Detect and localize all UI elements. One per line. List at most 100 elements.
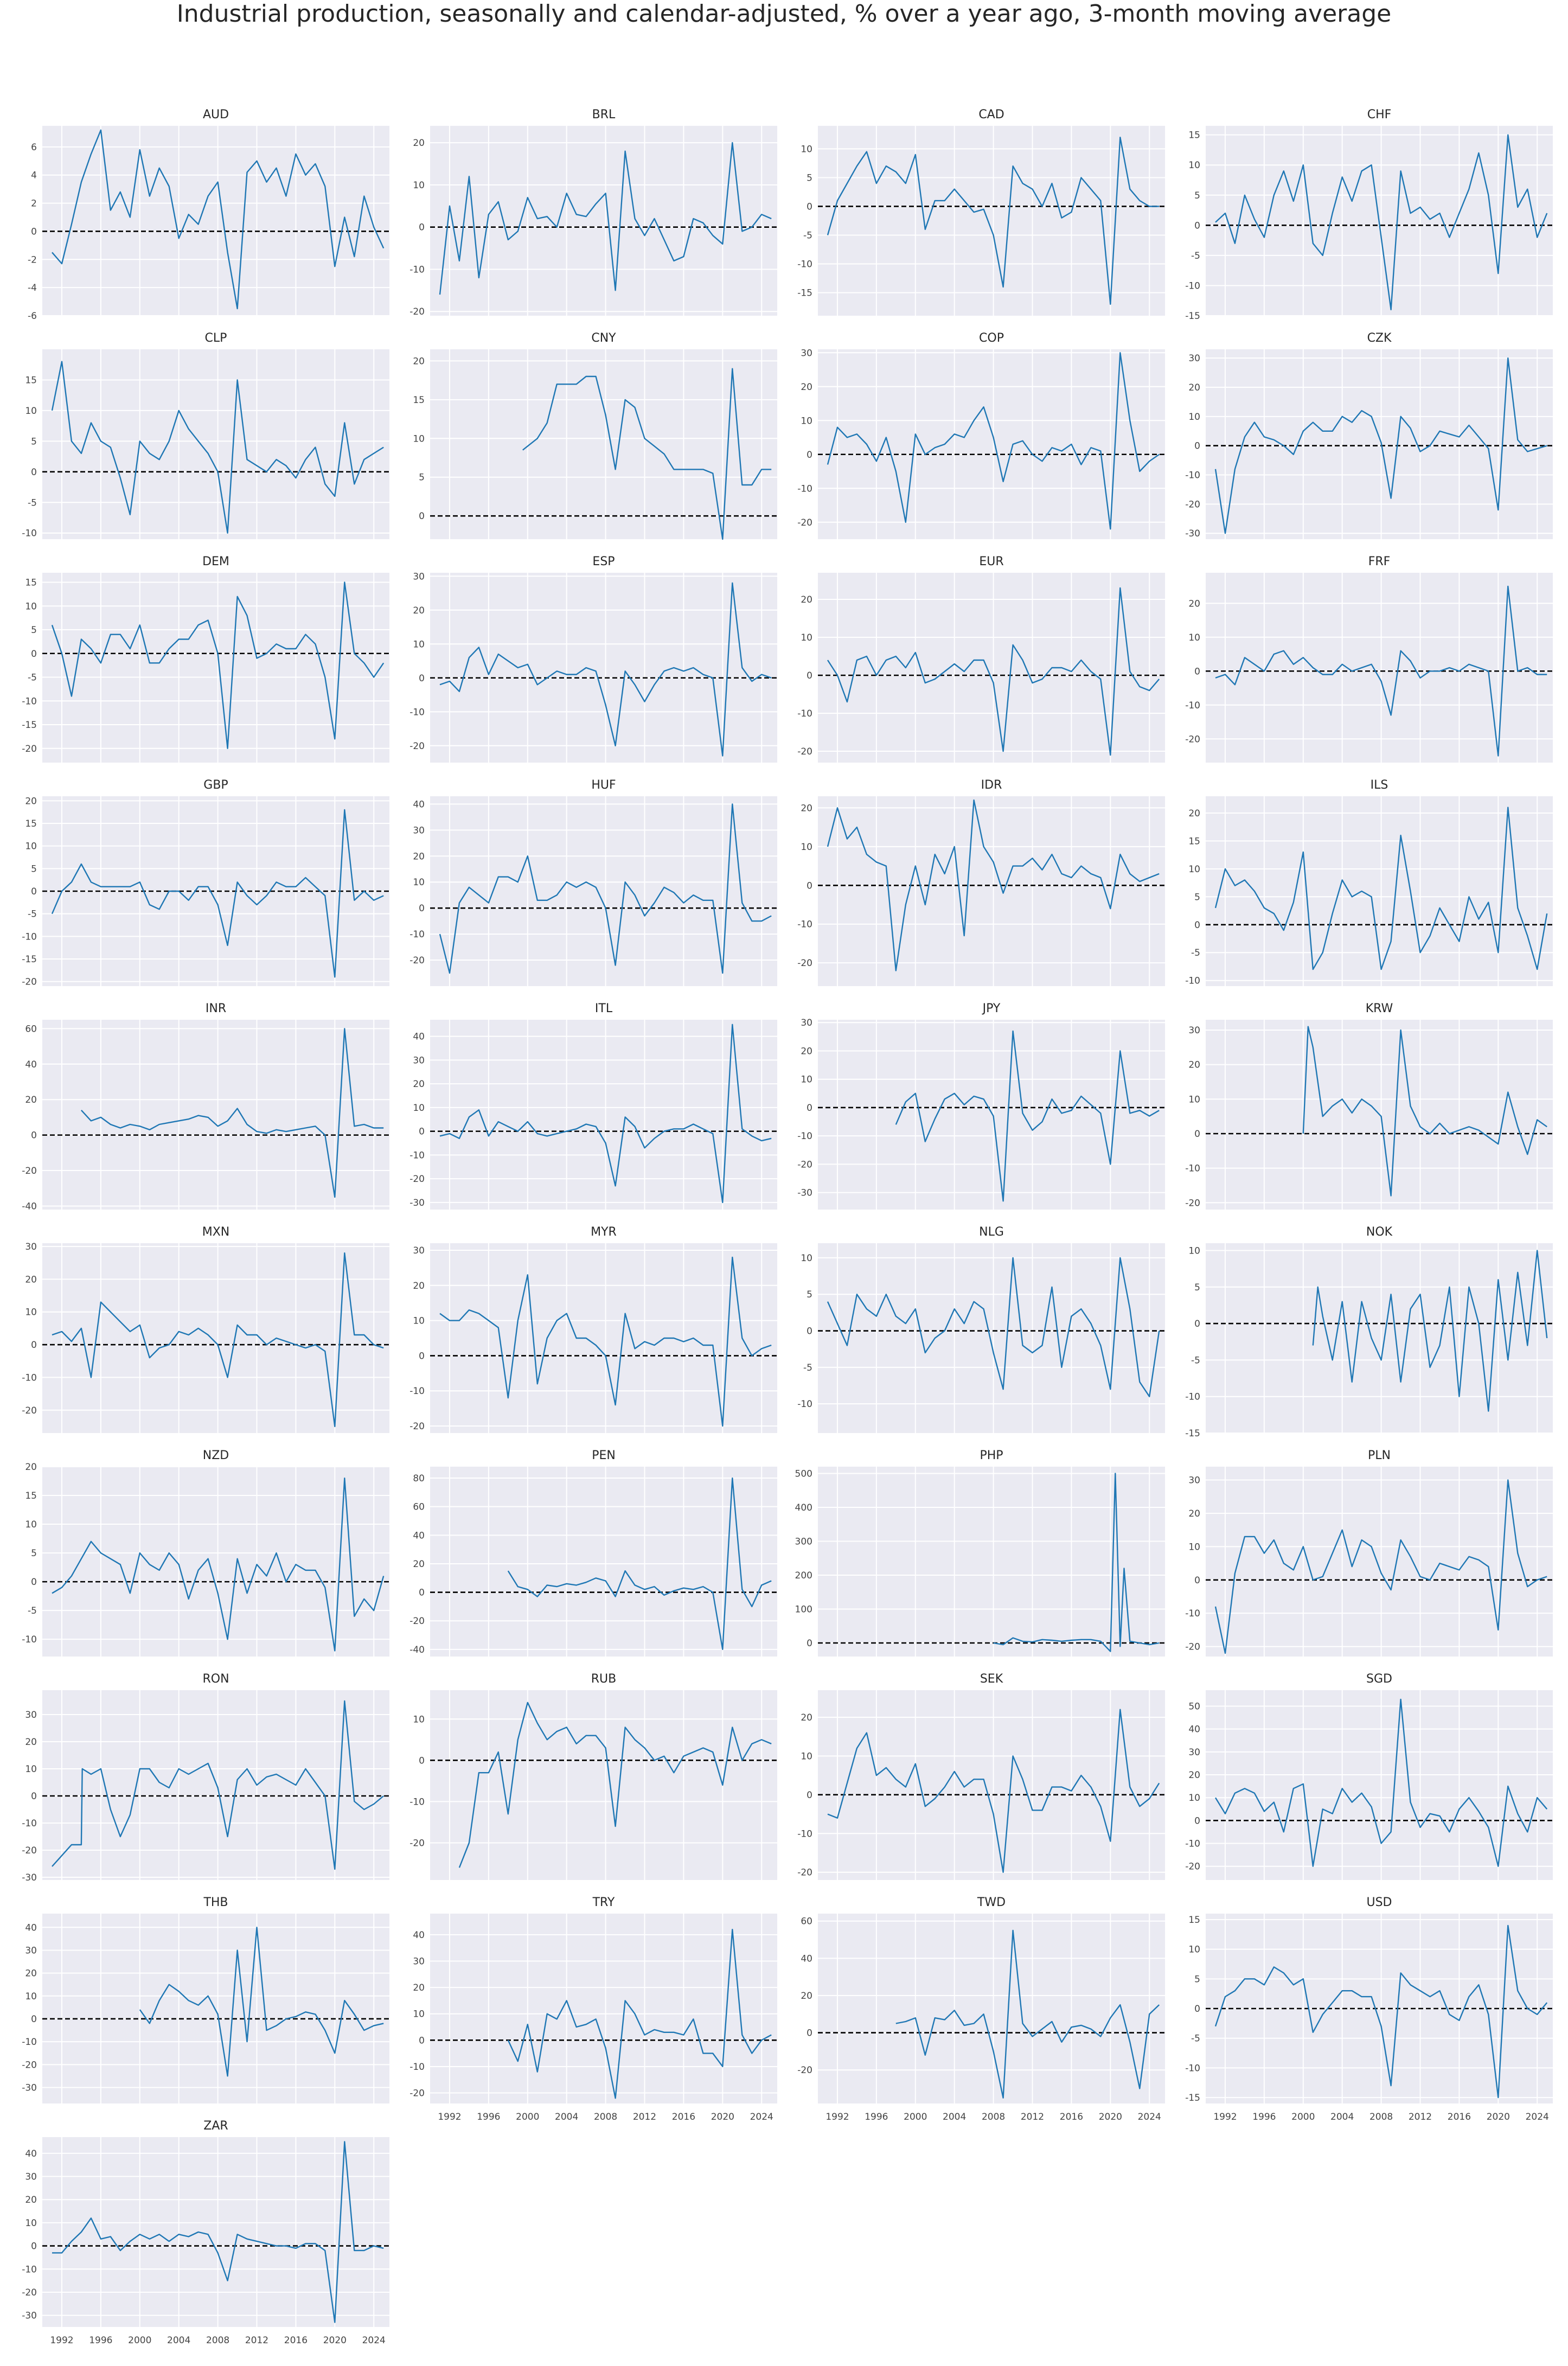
y-tick-label: 0	[31, 2241, 37, 2252]
series-line-thb	[139, 1927, 384, 2077]
plot-area	[430, 1690, 777, 1880]
series-line-gbp	[51, 809, 384, 978]
y-tick-label: -10	[22, 528, 37, 539]
series-line-esp	[439, 582, 772, 757]
y-tick-label: -10	[1185, 280, 1200, 291]
y-tick-label: -20	[1185, 499, 1200, 510]
panel-title: TWD	[977, 1896, 1006, 1909]
panel-title: EUR	[979, 555, 1003, 568]
y-tick-label: 30	[1188, 1025, 1200, 1036]
panel-title: USD	[1366, 1896, 1392, 1909]
y-tick-label: 15	[1188, 836, 1200, 847]
x-tick-label: 2016	[1060, 2112, 1083, 2122]
y-tick-label: -10	[22, 1818, 37, 1829]
y-tick-label: -10	[797, 259, 812, 270]
series-line-usd	[1214, 1924, 1548, 2099]
plot-area	[430, 349, 777, 539]
y-tick-label: 200	[795, 1570, 812, 1581]
y-tick-label: 5	[1194, 892, 1200, 903]
y-tick-label: 40	[413, 1032, 425, 1043]
chart-panel-sek: -20 -10 0 10 20 SEK	[797, 1672, 1165, 1880]
y-tick-label: 0	[807, 1103, 812, 1114]
panel-title: KRW	[1366, 1002, 1393, 1015]
plot-area	[430, 1467, 777, 1657]
y-tick-label: 0	[1194, 441, 1200, 452]
y-tick-label: 30	[413, 1245, 425, 1256]
plot-area	[430, 1914, 777, 2103]
y-tick-label: 20	[25, 1095, 37, 1105]
panel-title: HUF	[591, 778, 616, 792]
y-tick-label: 10	[801, 144, 812, 155]
y-tick-label: -20	[22, 2060, 37, 2070]
y-tick-label: -20	[22, 1845, 37, 1856]
chart-panel-pln: -20 -10 0 10 20 30 PLN	[1185, 1449, 1553, 1657]
y-tick-label: 0	[31, 1130, 37, 1141]
series-line-itl	[439, 1024, 772, 1204]
plot-area	[430, 573, 777, 763]
y-tick-label: -30	[22, 2082, 37, 2093]
series-line-rub	[458, 1702, 772, 1868]
plot-area	[1206, 1690, 1553, 1880]
plot-area	[818, 796, 1165, 986]
plot-area	[818, 1690, 1165, 1880]
x-tick-label: 1996	[477, 2112, 500, 2122]
y-tick-label: 20	[413, 1079, 425, 1090]
chart-panel-dem: -20 -15 -10 -5 0 5 10 15 DEM	[22, 555, 389, 763]
y-tick-label: -15	[1185, 2093, 1200, 2103]
chart-panel-itl: -30 -20 -10 0 10 20 30 40 ITL	[409, 1002, 777, 1210]
series-line-pen	[507, 1477, 772, 1650]
y-tick-label: 30	[413, 1956, 425, 1967]
y-tick-label: -30	[1185, 528, 1200, 539]
y-tick-label: -20	[22, 2287, 37, 2298]
y-tick-label: 0	[31, 2014, 37, 2025]
y-tick-label: 20	[25, 1737, 37, 1748]
panel-title: TRY	[592, 1896, 615, 1909]
y-tick-label: 40	[413, 1530, 425, 1541]
x-tick-label: 2008	[1369, 2112, 1393, 2122]
x-tick-label: 2008	[594, 2112, 617, 2122]
plot-area	[1206, 573, 1553, 763]
y-tick-label: 20	[413, 1983, 425, 1993]
y-tick-label: -20	[409, 1616, 425, 1627]
series-line-huf	[439, 803, 772, 974]
panel-title: COP	[979, 331, 1004, 345]
y-tick-label: 30	[801, 1018, 812, 1028]
y-tick-label: 30	[1188, 1747, 1200, 1758]
y-tick-label: -10	[797, 708, 812, 719]
plot-area	[430, 1243, 777, 1433]
series-line-eur	[827, 587, 1160, 756]
x-tick-label: 1996	[1252, 2112, 1276, 2122]
y-tick-label: 30	[25, 1945, 37, 1956]
chart-panel-gbp: -20 -15 -10 -5 0 5 10 15 20 GBP	[22, 778, 389, 988]
y-tick-label: 60	[25, 1024, 37, 1034]
y-tick-label: -30	[22, 2311, 37, 2322]
panel-title: BRL	[592, 108, 616, 122]
y-tick-label: 0	[419, 1588, 425, 1598]
y-tick-label: 10	[25, 1307, 37, 1318]
y-tick-label: 10	[413, 877, 425, 888]
series-line-aud	[52, 129, 385, 310]
panel-title: RON	[202, 1672, 229, 1686]
plot-area	[818, 126, 1165, 316]
y-tick-label: 20	[1188, 1508, 1200, 1519]
y-tick-label: -10	[22, 1634, 37, 1645]
y-tick-label: -6	[28, 311, 37, 322]
x-tick-label: 2004	[555, 2112, 578, 2122]
y-tick-label: 10	[801, 1075, 812, 1085]
y-tick-label: -20	[797, 958, 812, 969]
y-tick-label: -4	[28, 283, 37, 293]
panel-title: FRF	[1368, 555, 1391, 568]
y-tick-label: 0	[807, 201, 812, 212]
series-line-nlg	[827, 1257, 1160, 1397]
y-tick-label: 0	[31, 1340, 37, 1351]
x-tick-label: 1992	[438, 2112, 461, 2122]
y-tick-label: -10	[409, 929, 425, 940]
y-tick-label: -10	[409, 1386, 425, 1397]
y-tick-label: -20	[22, 1405, 37, 1416]
y-tick-label: -20	[409, 1421, 425, 1432]
y-tick-label: 20	[1188, 808, 1200, 819]
y-tick-label: -10	[409, 707, 425, 718]
y-tick-label: -20	[797, 1868, 812, 1878]
y-tick-label: 10	[25, 2218, 37, 2229]
